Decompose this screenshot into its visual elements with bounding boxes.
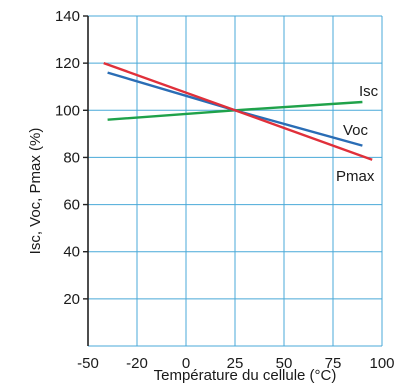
x-tick-label: -20 <box>126 355 148 372</box>
y-tick-label: 60 <box>63 197 80 214</box>
x-tick-label: 50 <box>276 355 293 372</box>
y-tick-label: 80 <box>63 149 80 166</box>
axes-layer <box>83 15 89 346</box>
y-axis-title: Isc, Voc, Pmax (%) <box>27 128 44 255</box>
series-label-pmax: Pmax <box>336 168 375 185</box>
series-label-isc: Isc <box>359 83 379 100</box>
y-tick-label: 140 <box>55 8 80 25</box>
y-tick-label: 120 <box>55 55 80 72</box>
x-tick-label: 75 <box>325 355 342 372</box>
x-tick-label: -50 <box>77 355 99 372</box>
y-tick-label: 20 <box>63 291 80 308</box>
x-tick-label: 100 <box>369 355 394 372</box>
x-tick-label: 0 <box>182 355 190 372</box>
y-tick-label: 100 <box>55 102 80 119</box>
series-layer <box>103 61 373 161</box>
series-line-pmax <box>103 61 373 161</box>
grid-layer <box>87 15 383 347</box>
x-tick-label: 25 <box>227 355 244 372</box>
x-axis-title: Température du cellule (°C) <box>154 367 337 384</box>
labels-layer: 20 40 60 80 100 120 140 -50 -20 0 25 50 75 100 Tempéra… <box>27 8 395 384</box>
y-tick-label: 40 <box>63 244 80 261</box>
series-label-voc: Voc <box>343 122 369 139</box>
